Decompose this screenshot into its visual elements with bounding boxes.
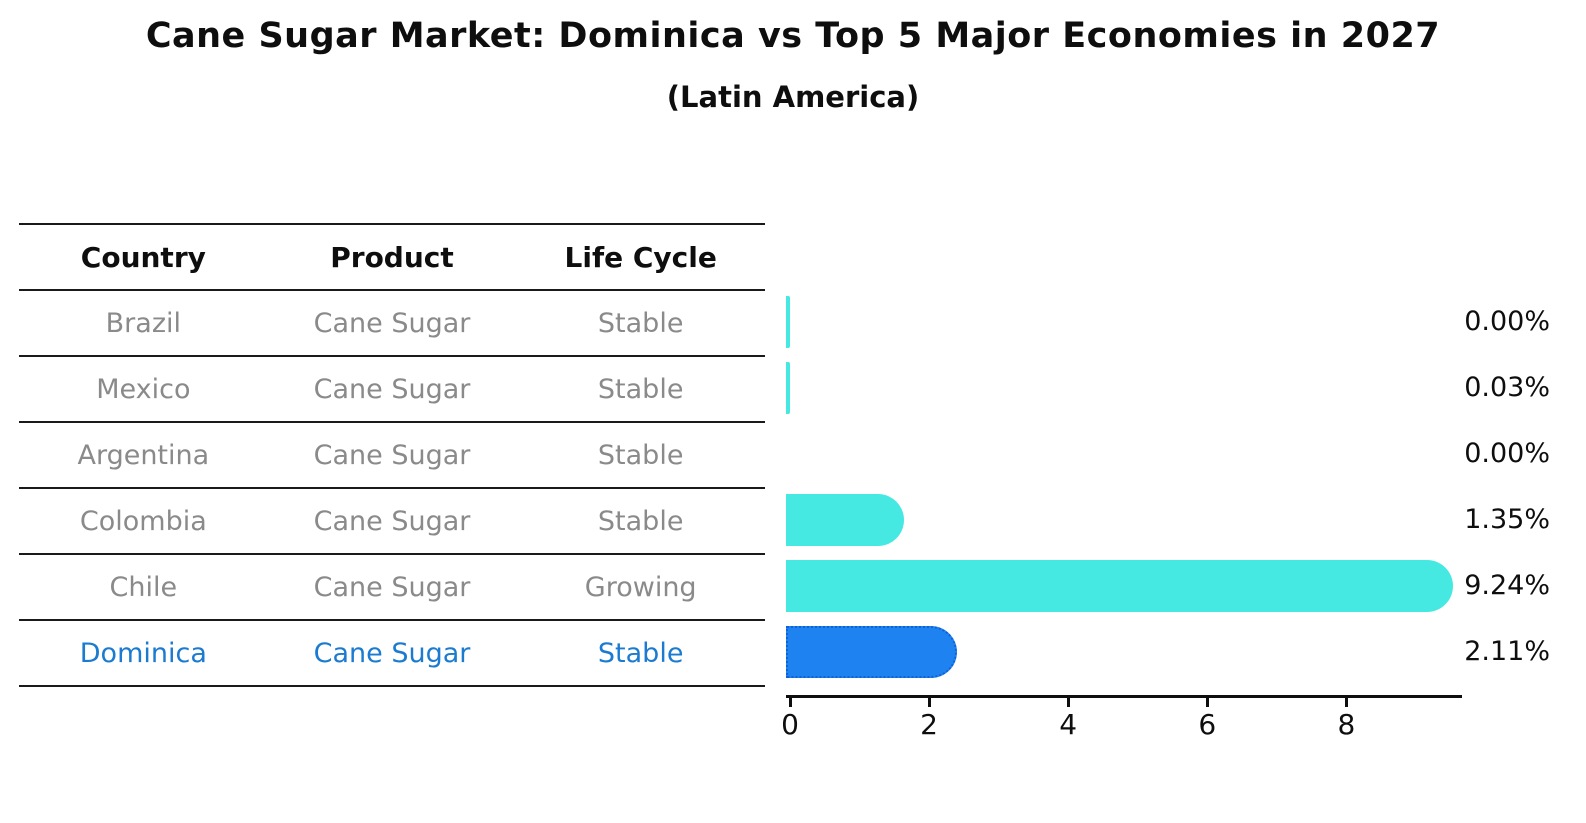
bar-row-chile bbox=[786, 553, 1462, 619]
table-cell: Cane Sugar bbox=[313, 439, 471, 471]
table-cell: Stable bbox=[597, 637, 684, 669]
bar-value-label: 0.00% bbox=[1464, 438, 1550, 469]
bar-row-colombia bbox=[786, 487, 1462, 553]
table-cell: Cane Sugar bbox=[313, 571, 471, 603]
bar-dominica bbox=[786, 626, 957, 678]
table-cell: Cane Sugar bbox=[313, 373, 471, 405]
bar-row-dominica bbox=[786, 619, 1462, 685]
x-tick-label: 0 bbox=[781, 708, 799, 741]
bar-value-label: 1.35% bbox=[1464, 504, 1550, 535]
table-row-mexico: Mexico Cane Sugar Stable bbox=[19, 357, 765, 423]
x-tick-label: 4 bbox=[1059, 708, 1078, 741]
table-cell: Cane Sugar bbox=[313, 505, 471, 537]
table-row-colombia: Colombia Cane Sugar Stable bbox=[19, 489, 765, 555]
bar-value-label: 2.11% bbox=[1464, 636, 1550, 667]
bar-colombia bbox=[786, 494, 904, 546]
table-cell: Colombia bbox=[79, 505, 207, 537]
bar-chart bbox=[786, 289, 1462, 685]
bar-mexico bbox=[786, 362, 790, 414]
bar-value-label: 0.00% bbox=[1464, 306, 1550, 337]
table-row-brazil: Brazil Cane Sugar Stable bbox=[19, 291, 765, 357]
table-cell: Cane Sugar bbox=[313, 307, 471, 339]
bar-chile bbox=[786, 560, 1453, 612]
table-cell: Stable bbox=[597, 505, 684, 537]
table-row-argentina: Argentina Cane Sugar Stable bbox=[19, 423, 765, 489]
bar-row-argentina bbox=[786, 421, 1462, 487]
table-cell: Stable bbox=[597, 307, 684, 339]
table-row-dominica: Dominica Cane Sugar Stable bbox=[19, 621, 765, 687]
column-header: Product bbox=[330, 240, 454, 274]
bar-value-label: 9.24% bbox=[1464, 570, 1550, 601]
table-cell: Cane Sugar bbox=[313, 637, 471, 669]
x-axis-line bbox=[786, 695, 1462, 698]
x-tick bbox=[927, 698, 931, 707]
x-tick-label: 8 bbox=[1337, 708, 1356, 741]
bar-brazil bbox=[786, 296, 790, 348]
country-table: Country Product Life Cycle Brazil Cane Suga… bbox=[19, 223, 765, 687]
column-header: Life Cycle bbox=[564, 240, 717, 274]
value-labels: 0.00% 0.03% 0.00% 1.35% 9.24% 2.11% bbox=[1440, 289, 1550, 685]
x-tick bbox=[788, 698, 792, 707]
chart-subtitle: (Latin America) bbox=[666, 80, 920, 114]
table-row-chile: Chile Cane Sugar Growing bbox=[19, 555, 765, 621]
table-cell: Mexico bbox=[96, 373, 191, 405]
chart-title: Cane Sugar Market: Dominica vs Top 5 Maj… bbox=[145, 16, 1441, 56]
table-cell: Argentina bbox=[77, 439, 210, 471]
table-cell: Brazil bbox=[105, 307, 182, 339]
column-header: Country bbox=[80, 240, 206, 274]
table-cell: Stable bbox=[597, 373, 684, 405]
table-cell: Stable bbox=[597, 439, 684, 471]
table-header-row: Country Product Life Cycle bbox=[19, 225, 765, 291]
table-cell: Dominica bbox=[79, 637, 207, 669]
table-cell: Growing bbox=[584, 571, 697, 603]
x-tick bbox=[1344, 698, 1348, 707]
x-axis: 0 2 4 6 8 bbox=[781, 695, 1462, 755]
x-tick bbox=[1205, 698, 1209, 707]
table-body: Brazil Cane Sugar Stable Mexico Cane Sugar St… bbox=[19, 291, 765, 687]
bar-row-mexico bbox=[786, 355, 1462, 421]
bar-value-label: 0.03% bbox=[1464, 372, 1550, 403]
x-tick-label: 6 bbox=[1198, 708, 1217, 741]
x-tick bbox=[1066, 698, 1070, 707]
x-tick-label: 2 bbox=[920, 708, 938, 741]
bar-row-brazil bbox=[786, 289, 1462, 355]
table-cell: Chile bbox=[109, 571, 178, 603]
